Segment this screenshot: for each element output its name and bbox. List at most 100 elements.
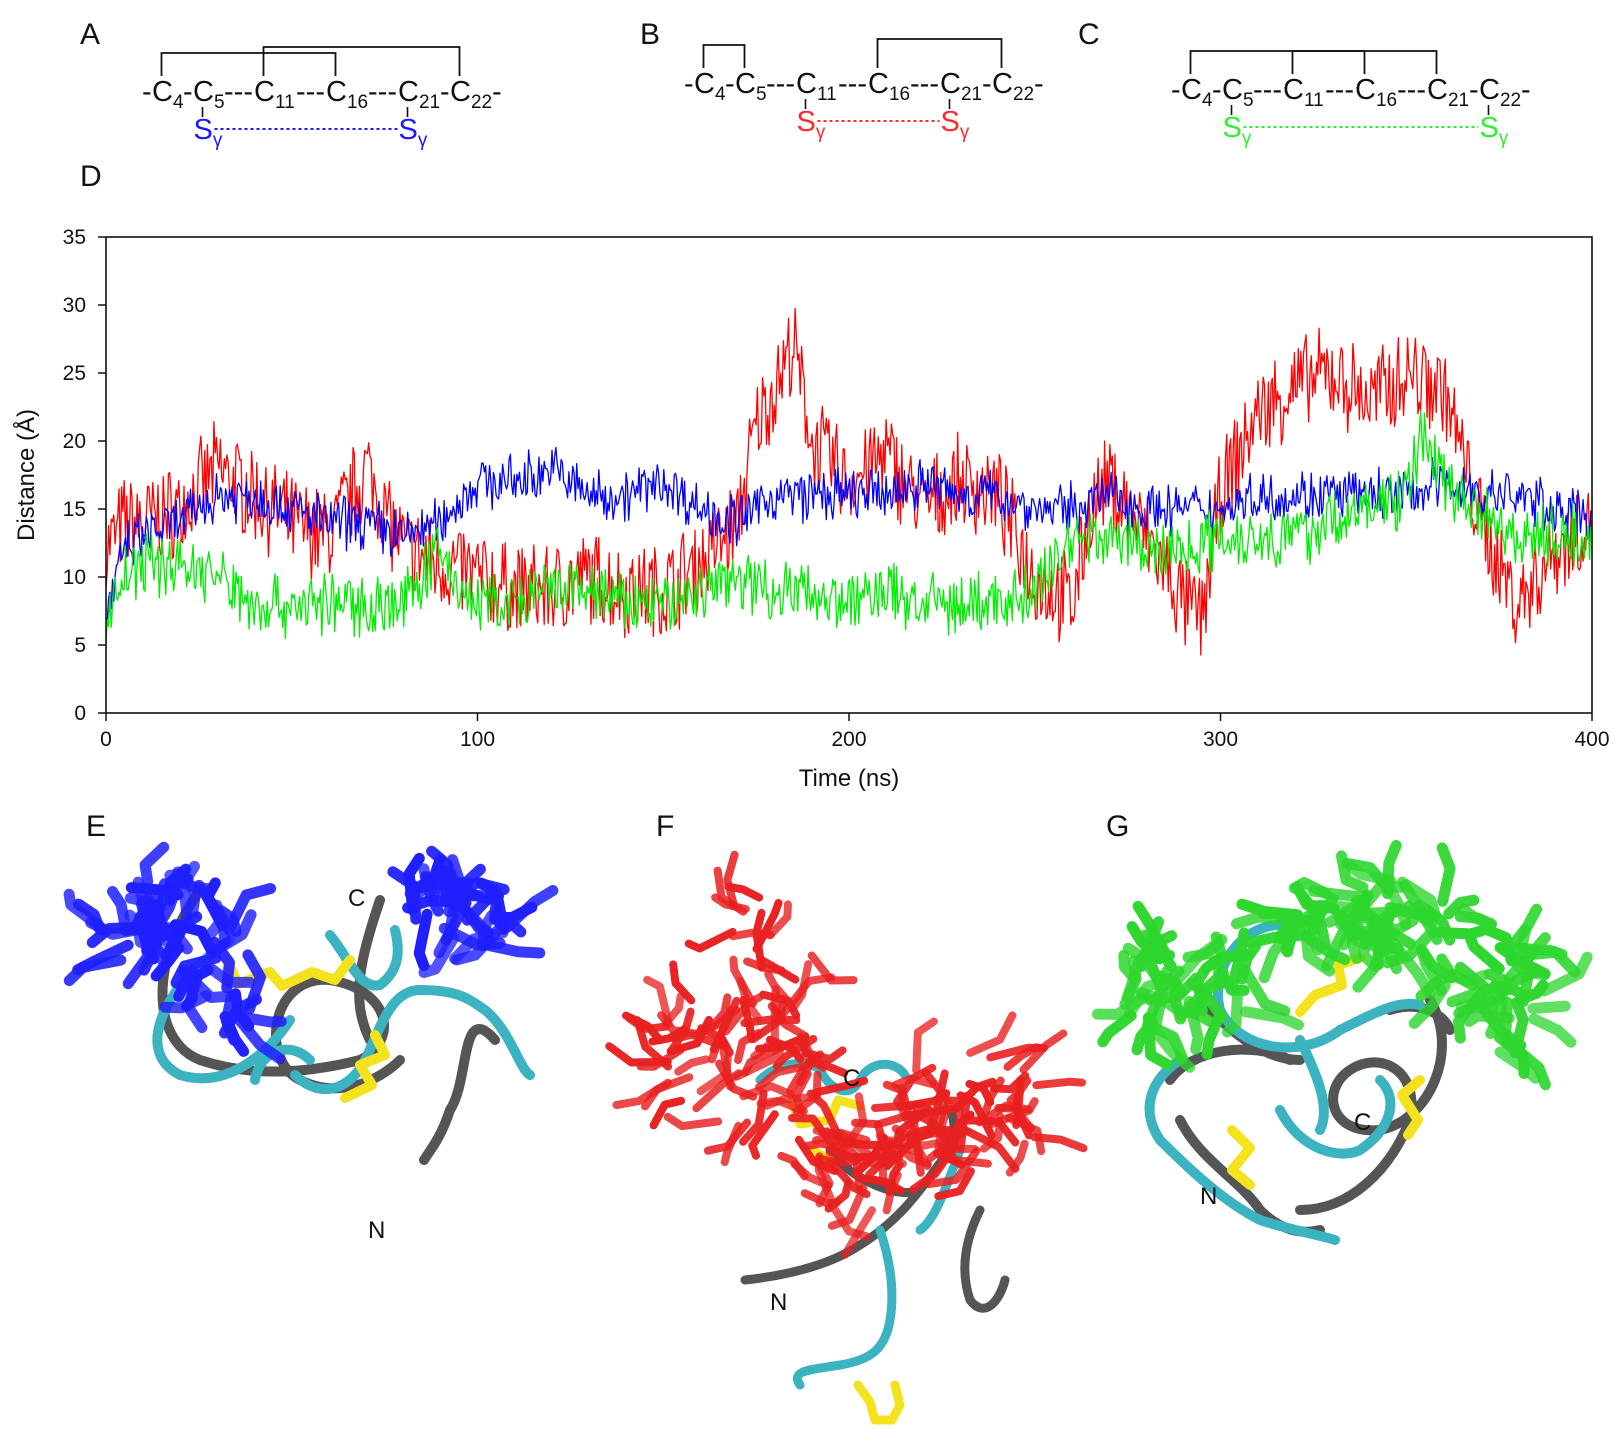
side-chain-stick — [827, 1200, 871, 1241]
side-chain-stick — [1414, 899, 1456, 946]
side-chain-stick — [1436, 842, 1456, 907]
chain-dash: --- — [224, 76, 253, 108]
side-chain-stick — [1032, 1077, 1087, 1090]
side-chain-stick — [641, 1073, 694, 1111]
side-chain-stick — [636, 1046, 685, 1071]
side-chain-stick — [748, 1110, 779, 1160]
side-chain-stick — [1415, 969, 1455, 1002]
cysteine-5-label: C5 — [193, 76, 225, 113]
chain-dash: --- — [368, 76, 397, 108]
side-chain-stick — [811, 1076, 869, 1097]
side-chain-stick — [1231, 911, 1299, 930]
y-tick-label: 35 — [63, 226, 86, 249]
y-axis-title: Distance (Å) — [12, 409, 40, 541]
side-chain-stick — [940, 1144, 979, 1156]
side-chain-stick — [741, 1044, 783, 1077]
panel-label-d: D — [80, 160, 102, 193]
disulfide-bridge-4-16 — [1189, 50, 1366, 74]
side-chain-stick — [633, 1016, 673, 1071]
disulfide-bridge-4-5 — [702, 44, 746, 68]
chain-dash: --- — [1253, 74, 1282, 106]
n-terminus-label-f: N — [770, 1289, 787, 1316]
side-chain-stick — [169, 879, 193, 948]
cysteine-21-label: C21 — [1427, 74, 1469, 111]
axis-layer: 0 100 200 300 400 0 5 10 15 20 25 30 35 — [63, 226, 1610, 751]
side-chain-stick — [692, 1069, 743, 1113]
side-chain-stick — [755, 1063, 806, 1092]
side-chain-stick — [478, 910, 498, 947]
side-chain-stick — [86, 921, 149, 948]
cysteine-4-label: C4 — [152, 76, 184, 113]
chain-dash: - — [982, 68, 992, 100]
panel-label-f: F — [656, 810, 674, 843]
y-tick-label: 20 — [63, 430, 86, 453]
side-chain-stick — [990, 1071, 1030, 1094]
side-chain-stick — [807, 951, 858, 985]
side-chain-stick — [657, 1011, 702, 1038]
side-chain-stick — [709, 996, 741, 1054]
side-chain-stick — [1236, 940, 1262, 985]
side-chain-stick — [159, 990, 212, 1014]
panel-label-g: G — [1106, 810, 1129, 843]
side-chain-stick — [925, 1146, 981, 1189]
chain-dash: --- — [296, 76, 325, 108]
side-chain-stick — [1408, 980, 1451, 1029]
cysteine-22-label: C22 — [992, 68, 1034, 105]
side-chain-stick — [966, 1011, 1017, 1057]
side-chain-stick — [1236, 898, 1304, 921]
side-chain-stick — [1097, 1010, 1137, 1048]
side-chain-stick — [1225, 927, 1250, 996]
side-chain-stick — [724, 882, 764, 902]
sulfur-gamma-label: Sγ — [1480, 112, 1509, 149]
side-chain-stick — [901, 1104, 961, 1120]
panel-label-a: A — [80, 18, 100, 51]
y-tick-label: 10 — [63, 566, 86, 589]
y-tick-label: 0 — [74, 702, 86, 725]
cysteine-5-label: C5 — [1222, 74, 1254, 111]
side-chain-bundle-g — [1092, 839, 1593, 1091]
disulfide-bridge-4-16 — [160, 52, 337, 76]
side-chain-stick — [666, 1007, 695, 1056]
plot-frame — [105, 236, 1593, 714]
side-chain-stick — [203, 899, 227, 943]
chain-dash: - — [1171, 74, 1181, 106]
side-chain-stick — [1528, 1013, 1577, 1048]
side-chain-stick — [1489, 980, 1530, 1001]
panel-label-b: B — [640, 18, 660, 51]
side-chain-stick — [413, 908, 433, 972]
side-chain-stick — [934, 1167, 975, 1201]
side-chain-stick — [674, 1055, 711, 1076]
side-chain-stick — [73, 898, 106, 936]
side-chain-stick — [451, 921, 507, 966]
chain-dash: --- — [838, 68, 867, 100]
c-terminus-label-f: C — [843, 1065, 860, 1092]
side-chain-stick — [219, 1011, 250, 1057]
chain-dash: - — [1521, 74, 1531, 106]
side-chain-stick — [1464, 931, 1505, 975]
side-chain-stick — [883, 1125, 942, 1171]
disulfide-bridge-11-21 — [1291, 50, 1438, 74]
side-chain-stick — [912, 1017, 938, 1075]
side-chain-stick — [1463, 1010, 1515, 1027]
side-chain-stick — [961, 1126, 1020, 1173]
x-tick-label: 300 — [1203, 728, 1238, 751]
side-chain-stick — [988, 1097, 1039, 1128]
series-line-1 — [105, 308, 1592, 656]
side-chain-stick — [1525, 946, 1581, 978]
side-chain-stick — [206, 963, 256, 988]
side-chain-stick — [242, 1012, 287, 1028]
chain-dash: - — [183, 76, 193, 108]
chain-dash: --- — [766, 68, 795, 100]
side-chain-stick — [815, 1160, 834, 1208]
side-chain-stick — [1149, 965, 1173, 1036]
side-chain-stick — [643, 975, 673, 1028]
side-chain-stick — [666, 1015, 713, 1056]
side-chain-stick — [107, 886, 132, 937]
side-chain-stick — [788, 1114, 839, 1153]
connectivity-panel-a: - C4- C5 --- C11 --- C16 --- C21- C22 -Sγ Sγ — [142, 46, 502, 151]
chain-dash: - — [492, 76, 502, 108]
side-chain-stick — [739, 1089, 768, 1146]
structure-ensemble-f: C N — [605, 850, 1088, 1425]
backbone-cyan-g — [1144, 919, 1425, 1245]
side-chain-stick — [622, 1011, 665, 1045]
